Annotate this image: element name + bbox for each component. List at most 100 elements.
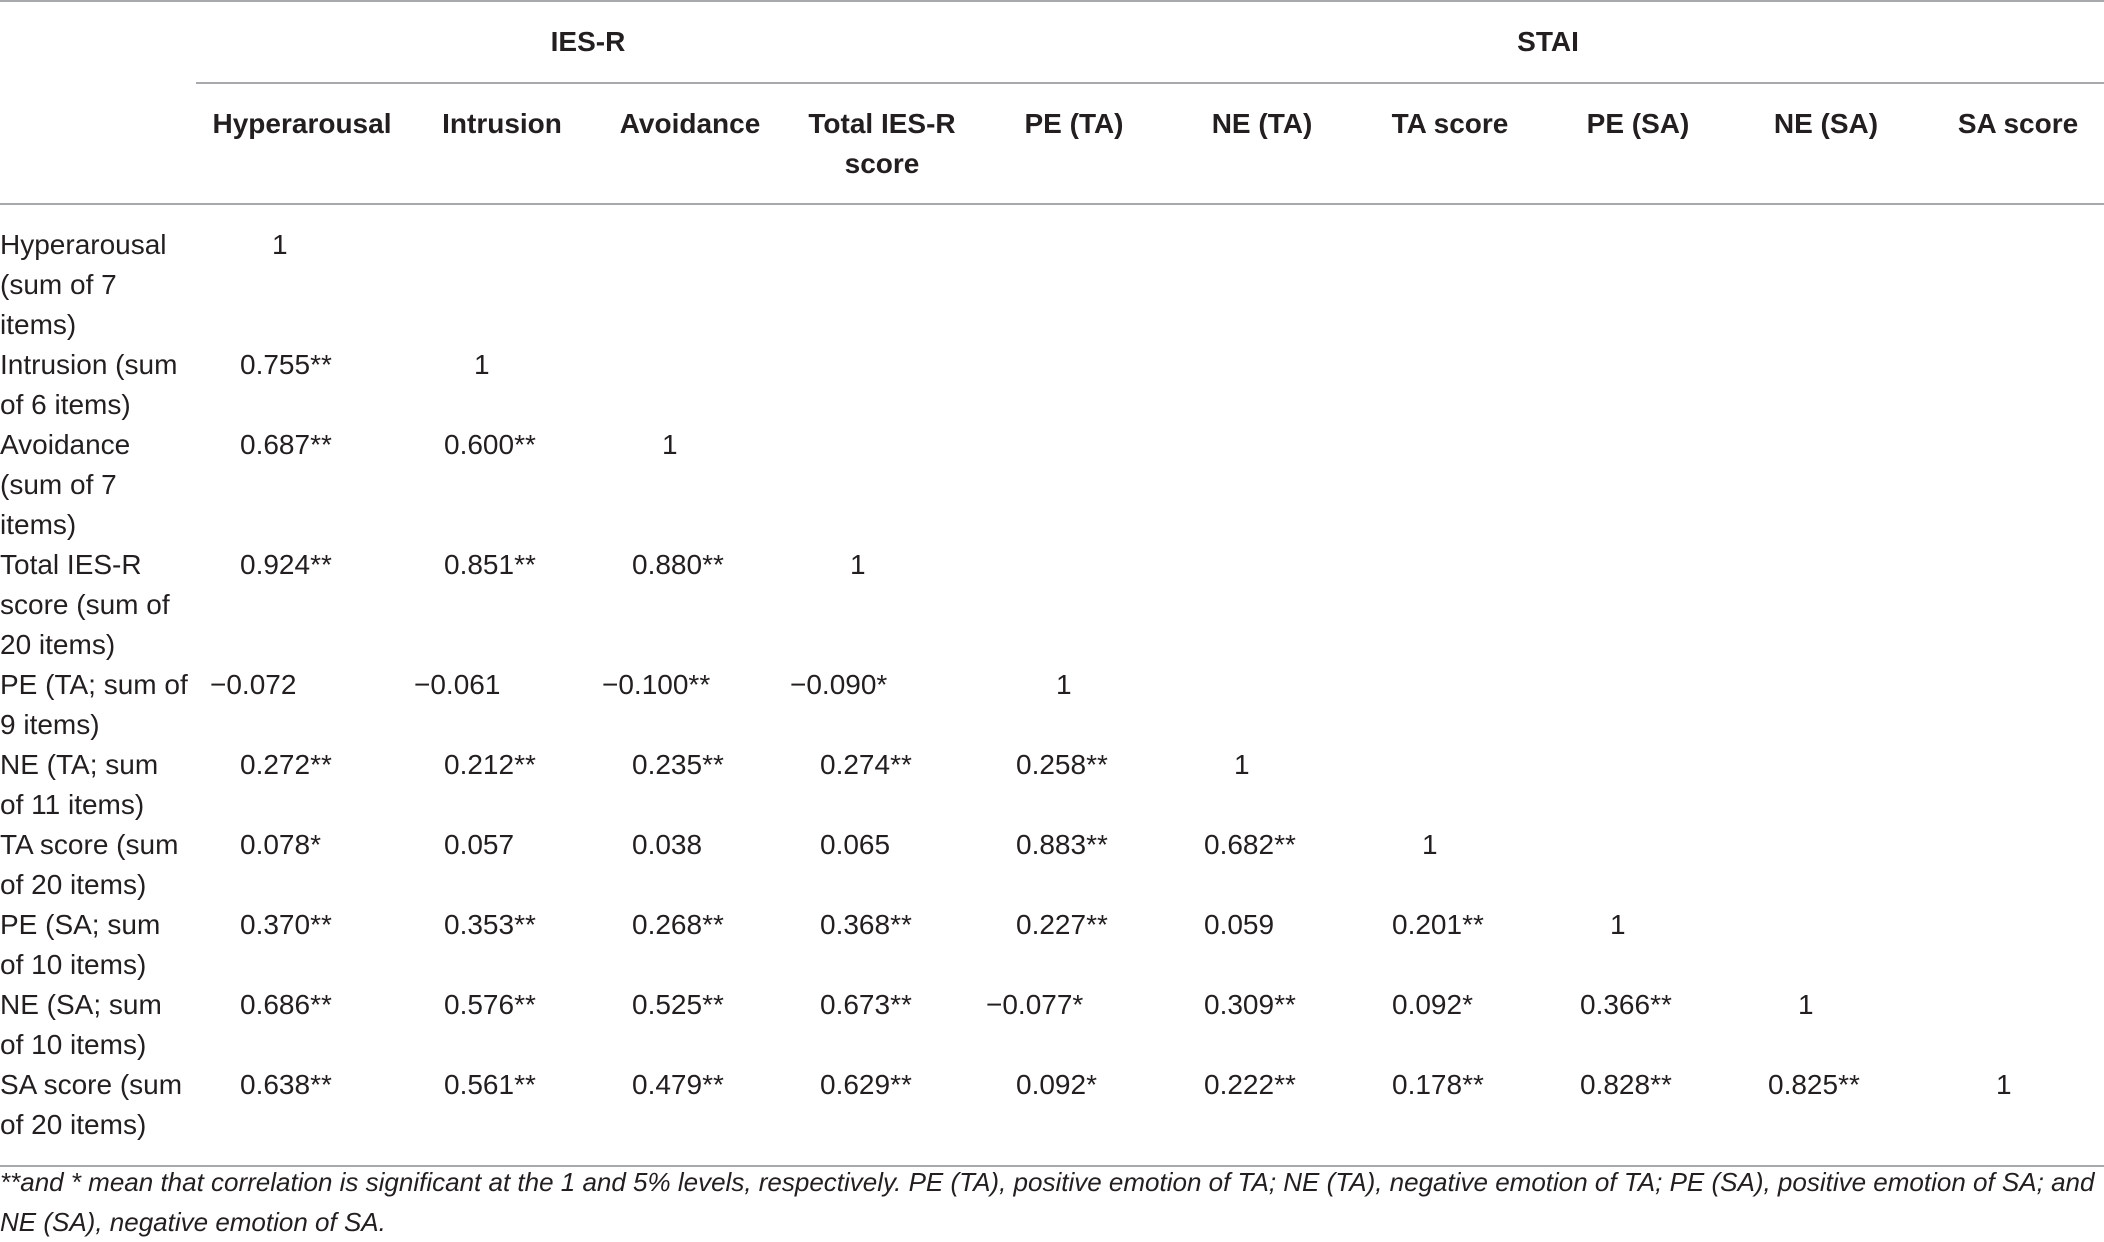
correlation-table: IES-R STAI Hyperarousal Intrusion Avoida…	[0, 0, 2104, 1167]
cell-value: 0.638**	[240, 1069, 332, 1100]
table-cell: 0.638**	[196, 1065, 408, 1167]
table-cell: 0.222**	[1168, 1065, 1356, 1167]
row-label: TA score (sum of 20 items)	[0, 829, 179, 900]
table-cell: −0.100**	[596, 665, 784, 745]
column-header-ta-score: TA score	[1356, 83, 1544, 205]
cell-value: 1	[850, 549, 866, 580]
table-cell: 0.883**	[980, 825, 1168, 905]
column-header-total-ies-r: Total IES-R score	[784, 83, 980, 205]
table-cell: 0.924**	[196, 545, 408, 665]
table-cell	[1168, 345, 1356, 425]
table-cell: 0.825**	[1732, 1065, 1920, 1167]
table-cell: 0.370**	[196, 905, 408, 985]
cell-value: 0.825**	[1768, 1069, 1860, 1100]
column-header-ne-sa: NE (SA)	[1732, 83, 1920, 205]
cell-value: 0.272**	[240, 749, 332, 780]
table-cell	[1920, 985, 2104, 1065]
cell-value: 0.755**	[240, 349, 332, 380]
table-cell: 0.309**	[1168, 985, 1356, 1065]
table-cell	[1544, 665, 1732, 745]
column-header-sa-score: SA score	[1920, 83, 2104, 205]
cell-value: 0.227**	[1016, 909, 1108, 940]
table-cell	[1732, 905, 1920, 985]
table-cell	[1544, 745, 1732, 825]
table-cell	[1356, 745, 1544, 825]
column-header-avoidance: Avoidance	[596, 83, 784, 205]
table-cell: −0.090*	[784, 665, 980, 745]
table-row: Total IES-R score (sum of 20 items) 0.924…	[0, 545, 2104, 665]
table-cell: 0.368**	[784, 905, 980, 985]
group-header-row: IES-R STAI	[0, 1, 2104, 84]
cell-value: 1	[1610, 909, 1626, 940]
table-cell	[1356, 204, 1544, 345]
table-row: Hyperarousal (sum of 7 items) 1	[0, 204, 2104, 345]
cell-value: −0.061	[414, 669, 501, 700]
cell-value: 1	[662, 429, 678, 460]
cell-value: 0.057	[444, 829, 515, 860]
table-cell: 0.851**	[408, 545, 596, 665]
table-cell: 1	[1356, 825, 1544, 905]
cell-value: 0.353**	[444, 909, 536, 940]
cell-value: 0.880**	[632, 549, 724, 580]
cell-value: −0.072	[210, 669, 297, 700]
column-header-intrusion: Intrusion	[408, 83, 596, 205]
cell-value: 0.851**	[444, 549, 536, 580]
table-cell: 0.600**	[408, 425, 596, 545]
table-cell	[1920, 545, 2104, 665]
cell-value: 0.370**	[240, 909, 332, 940]
cell-value: 0.309**	[1204, 989, 1296, 1020]
table-cell: 0.687**	[196, 425, 408, 545]
cell-value: 0.178**	[1392, 1069, 1484, 1100]
table-cell	[1168, 425, 1356, 545]
table-footnote: **and * mean that correlation is signifi…	[0, 1167, 2095, 1237]
cell-value: 0.059	[1204, 909, 1275, 940]
table-cell: 0.525**	[596, 985, 784, 1065]
table-cell: 0.629**	[784, 1065, 980, 1167]
cell-value: 0.258**	[1016, 749, 1108, 780]
table-cell	[980, 545, 1168, 665]
table-cell	[1732, 825, 1920, 905]
table-cell: 1	[596, 425, 784, 545]
table-cell: 0.268**	[596, 905, 784, 985]
table-cell	[1168, 204, 1356, 345]
column-header-row-label	[0, 83, 196, 205]
column-header-row: Hyperarousal Intrusion Avoidance Total I…	[0, 83, 2104, 205]
cell-value: 0.883**	[1016, 829, 1108, 860]
table-cell: 0.274**	[784, 745, 980, 825]
table-cell: 0.880**	[596, 545, 784, 665]
table-cell: −0.072	[196, 665, 408, 745]
table-cell	[1356, 665, 1544, 745]
table-cell	[1920, 345, 2104, 425]
table-cell: 0.353**	[408, 905, 596, 985]
cell-value: 0.235**	[632, 749, 724, 780]
cell-value: 1	[1234, 749, 1250, 780]
cell-value: 0.092*	[1016, 1069, 1097, 1100]
table-cell	[408, 204, 596, 345]
table-cell: −0.061	[408, 665, 596, 745]
cell-value: 1	[474, 349, 490, 380]
table-cell	[1920, 745, 2104, 825]
table-cell	[1732, 425, 1920, 545]
table-cell: 0.092*	[1356, 985, 1544, 1065]
table-cell	[1544, 825, 1732, 905]
table-cell: 0.178**	[1356, 1065, 1544, 1167]
cell-value: 0.479**	[632, 1069, 724, 1100]
table-cell	[1544, 204, 1732, 345]
cell-value: 0.092*	[1392, 989, 1473, 1020]
table-cell: 0.038	[596, 825, 784, 905]
table-cell: 0.673**	[784, 985, 980, 1065]
cell-value: −0.100**	[602, 669, 711, 700]
table-cell: 0.828**	[1544, 1065, 1732, 1167]
table-cell	[1356, 425, 1544, 545]
cell-value: 1	[272, 229, 288, 260]
table-cell	[1920, 665, 2104, 745]
table-cell	[1732, 545, 1920, 665]
table-cell	[980, 425, 1168, 545]
table-cell	[1168, 545, 1356, 665]
row-label: Intrusion (sum of 6 items)	[0, 349, 178, 420]
column-header-hyperarousal: Hyperarousal	[196, 83, 408, 205]
table-cell	[980, 204, 1168, 345]
table-cell: 0.576**	[408, 985, 596, 1065]
table-cell: 1	[1920, 1065, 2104, 1167]
table-cell: 1	[1168, 745, 1356, 825]
